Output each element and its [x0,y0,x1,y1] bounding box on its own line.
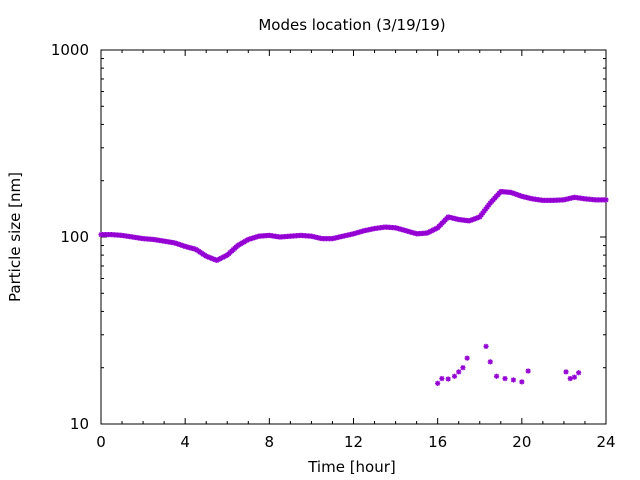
data-point [525,368,531,374]
data-point [567,375,573,382]
data-point [483,343,489,349]
x-tick-label: 20 [512,433,531,451]
data-point [493,373,500,379]
data-point [603,197,609,203]
x-tick-label: 12 [344,433,363,451]
x-tick-label: 0 [96,433,106,451]
data-point [439,375,445,382]
data-point [563,369,569,375]
data-point [456,369,462,375]
data-point [451,373,458,379]
data-point [571,374,578,380]
plot-frame [100,49,607,425]
data-point [576,370,582,376]
data-point [519,379,525,385]
chart-title: Modes location (3/19/19) [258,16,445,34]
data-point [510,377,517,383]
y-tick-label: 1000 [51,41,89,59]
data-point [460,365,466,371]
data-point [487,359,493,365]
data-point [435,380,441,386]
y-axis-label: Particle size [nm] [6,172,24,302]
x-axis-label: Time [hour] [307,458,396,476]
y-tick-label: 100 [60,228,89,246]
y-tick-label: 10 [70,415,89,433]
x-tick-label: 16 [428,433,447,451]
data-point [502,375,508,382]
plot-axes: 0 4 8 12 16 20 24 10 100 1000 [51,41,616,451]
x-tick-label: 8 [265,433,275,451]
data-point [445,376,451,382]
x-tick-label: 24 [596,433,615,451]
x-tick-label: 4 [180,433,190,451]
data-points [98,188,609,386]
data-point [464,355,470,361]
